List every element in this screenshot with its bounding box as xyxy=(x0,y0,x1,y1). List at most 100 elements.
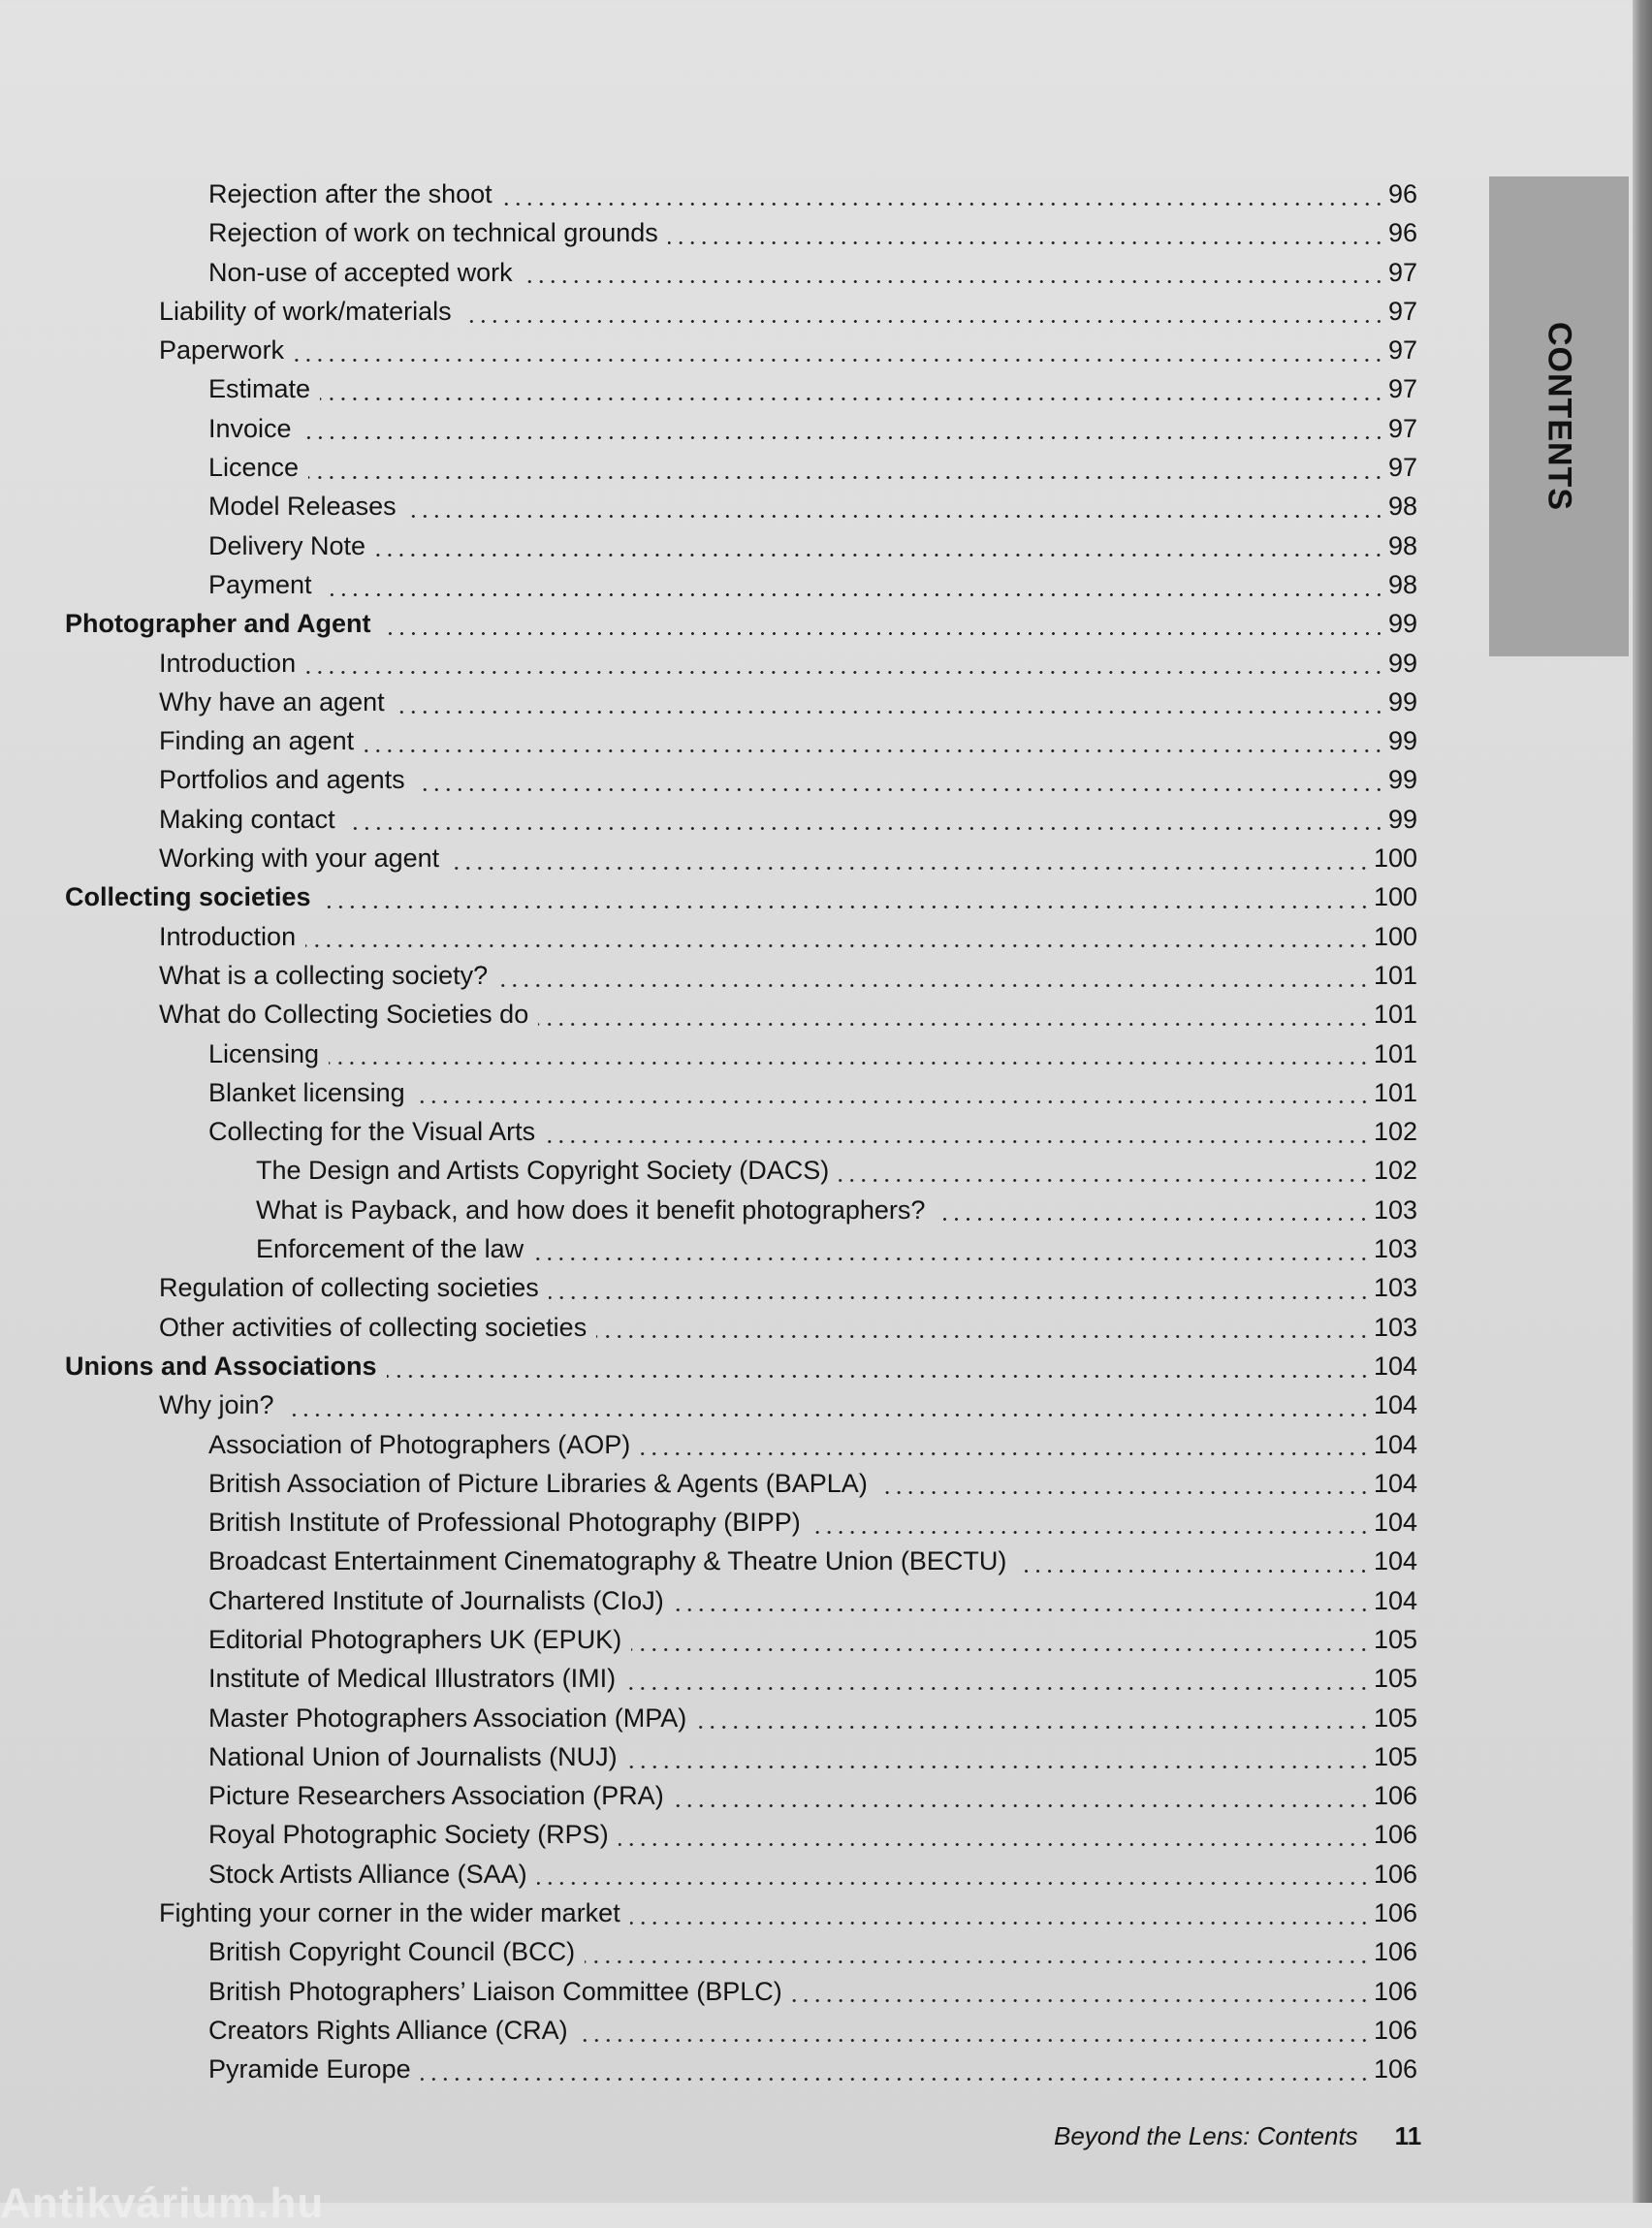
toc-entry: Creators Rights Alliance (CRA) 106 xyxy=(0,2011,1417,2050)
toc-entry: Invoice 97 xyxy=(0,409,1417,448)
dot-leader xyxy=(344,827,1384,831)
dot-leader xyxy=(461,319,1384,323)
toc-entry-title: Other activities of collecting societies xyxy=(159,1312,588,1342)
toc-entry-page: 99 xyxy=(1387,804,1417,834)
toc-entry: Making contact 99 xyxy=(0,800,1417,839)
dot-leader xyxy=(329,1062,1370,1066)
toc-entry: Blanket licensing 101 xyxy=(0,1073,1417,1112)
section-tab: CONTENTS xyxy=(1489,176,1629,656)
dot-leader xyxy=(625,1686,1370,1690)
toc-entry-page: 102 xyxy=(1373,1117,1417,1147)
toc-entry: British Copyright Council (BCC) 106 xyxy=(0,1932,1417,1971)
toc-entry-page: 104 xyxy=(1373,1390,1417,1420)
toc-entry-title: Master Photographers Association (MPA) xyxy=(208,1703,687,1733)
toc-entry-page: 105 xyxy=(1373,1624,1417,1654)
dot-leader xyxy=(640,1452,1370,1456)
toc-entry-title: Model Releases xyxy=(208,492,397,522)
toc-entry-page: 104 xyxy=(1373,1508,1417,1538)
toc-entry: Collecting societies 100 xyxy=(0,877,1417,916)
toc-entry-title: Blanket licensing xyxy=(208,1077,405,1107)
toc-entry-page: 103 xyxy=(1373,1273,1417,1303)
toc-entry-page: 106 xyxy=(1373,2015,1417,2045)
dot-leader xyxy=(876,1491,1370,1495)
toc-entry-page: 98 xyxy=(1387,530,1417,560)
dot-leader xyxy=(420,2077,1370,2081)
dot-leader xyxy=(667,240,1384,244)
toc-entry-page: 106 xyxy=(1373,1859,1417,1889)
dot-leader xyxy=(305,944,1370,948)
toc-entry-page: 104 xyxy=(1373,1468,1417,1498)
toc-entry-page: 106 xyxy=(1373,1937,1417,1967)
toc-entry-title: Delivery Note xyxy=(208,530,366,560)
toc-entry: Master Photographers Association (MPA) 10… xyxy=(0,1699,1417,1737)
toc-entry-title: Broadcast Entertainment Cinematography &… xyxy=(208,1546,1007,1576)
toc-entry-title: Paperwork xyxy=(159,335,285,366)
dot-leader xyxy=(839,1179,1370,1183)
toc-entry-page: 96 xyxy=(1387,179,1417,208)
dot-leader xyxy=(308,475,1384,479)
toc-entry: Pyramide Europe 106 xyxy=(0,2050,1417,2088)
toc-entry-page: 99 xyxy=(1387,686,1417,716)
toc-entry: Paperwork 97 xyxy=(0,331,1417,369)
toc-entry-title: Rejection of work on technical grounds xyxy=(208,218,658,248)
toc-entry-title: What is Payback, and how does it benefit… xyxy=(256,1194,926,1225)
section-tab-label: CONTENTS xyxy=(1541,322,1578,511)
toc-entry: Licensing 101 xyxy=(0,1034,1417,1073)
toc-entry-title: British Photographers’ Liaison Committee… xyxy=(208,1976,782,2006)
toc-entry: Why join? 104 xyxy=(0,1385,1417,1424)
toc-entry: Why have an agent 99 xyxy=(0,683,1417,721)
running-footer-title: Beyond the Lens: Contents xyxy=(1054,2121,1358,2150)
toc-entry-page: 99 xyxy=(1387,765,1417,795)
toc-entry: Picture Researchers Association (PRA) 106 xyxy=(0,1776,1417,1815)
toc-entry-page: 97 xyxy=(1387,413,1417,443)
dot-leader xyxy=(536,1882,1370,1886)
toc-entry: Estimate 97 xyxy=(0,369,1417,408)
dot-leader xyxy=(631,1647,1370,1651)
page-footer: Beyond the Lens: Contents 11 xyxy=(1054,2121,1421,2151)
toc-entry-page: 104 xyxy=(1373,1351,1417,1381)
dot-leader xyxy=(533,1257,1370,1260)
toc-entry-title: Introduction xyxy=(159,921,297,951)
toc-entry-page: 99 xyxy=(1387,609,1417,639)
page-number: 11 xyxy=(1394,2121,1422,2150)
toc-entry-title: Pyramide Europe xyxy=(208,2054,411,2085)
toc-entry-page: 101 xyxy=(1373,1077,1417,1107)
toc-entry: Delivery Note 98 xyxy=(0,526,1417,565)
toc-entry-page: 97 xyxy=(1387,257,1417,287)
toc-entry-page: 105 xyxy=(1373,1703,1417,1733)
watermark: Antikvárium.hu xyxy=(0,2180,325,2227)
toc-entry: Royal Photographic Society (RPS) 106 xyxy=(0,1815,1417,1854)
toc-entry-page: 104 xyxy=(1373,1546,1417,1576)
toc-entry: Other activities of collecting societies… xyxy=(0,1308,1417,1347)
toc-entry: Editorial Photographers UK (EPUK) 105 xyxy=(0,1620,1417,1659)
dot-leader xyxy=(380,631,1384,635)
toc-entry: Introduction 99 xyxy=(0,644,1417,683)
dot-leader xyxy=(673,1803,1370,1807)
dot-leader xyxy=(497,983,1370,987)
dot-leader xyxy=(522,280,1384,284)
toc-entry-title: Creators Rights Alliance (CRA) xyxy=(208,2015,568,2045)
dot-leader xyxy=(935,1218,1370,1222)
dot-leader xyxy=(596,1335,1370,1339)
dot-leader xyxy=(791,1999,1370,2003)
toc-entry: Broadcast Entertainment Cinematography &… xyxy=(0,1542,1417,1580)
toc-entry-page: 96 xyxy=(1387,218,1417,248)
toc-entry-title: Rejection after the shoot xyxy=(208,179,492,208)
toc-entry-page: 105 xyxy=(1373,1741,1417,1771)
dot-leader xyxy=(626,1765,1370,1768)
toc-entry: Model Releases 98 xyxy=(0,487,1417,525)
toc-entry: Finding an agent 99 xyxy=(0,721,1417,760)
toc-entry-page: 100 xyxy=(1373,921,1417,951)
toc-entry-page: 106 xyxy=(1373,1898,1417,1928)
dot-leader xyxy=(321,592,1384,596)
dot-leader xyxy=(394,710,1384,714)
toc-entry-page: 99 xyxy=(1387,648,1417,678)
toc-entry-page: 106 xyxy=(1373,1820,1417,1850)
toc-entry-title: British Association of Picture Libraries… xyxy=(208,1468,868,1498)
toc-entry: Introduction 100 xyxy=(0,917,1417,956)
dot-leader xyxy=(305,671,1384,675)
dot-leader xyxy=(696,1726,1370,1730)
toc-entry-page: 98 xyxy=(1387,569,1417,599)
toc-entry-title: Why have an agent xyxy=(159,686,385,716)
toc-entry-page: 106 xyxy=(1373,1976,1417,2006)
